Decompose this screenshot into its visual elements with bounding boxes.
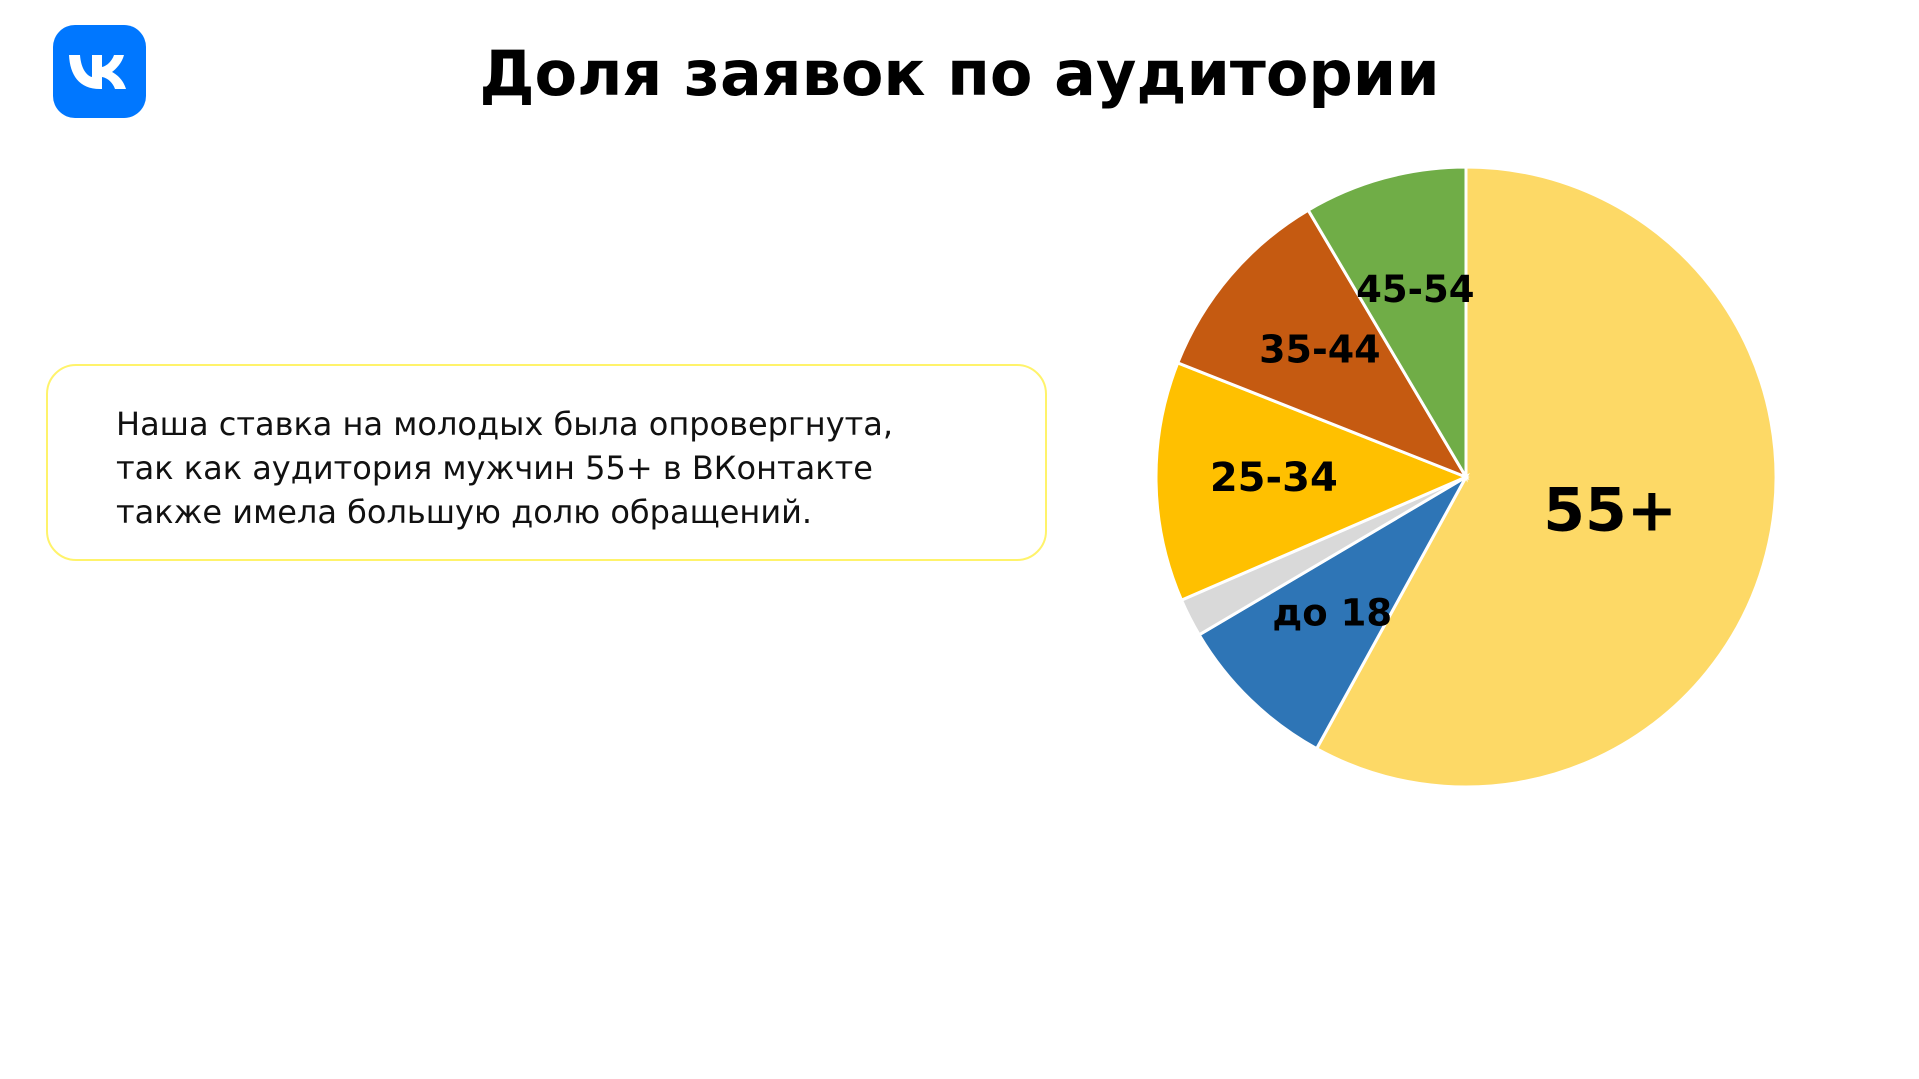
pie-slice <box>1154 360 1470 603</box>
pie-slice <box>1197 472 1470 751</box>
callout-line: Наша ставка на молодых была опровергнута… <box>116 405 894 443</box>
slide-title: Доля заявок по аудитории <box>479 37 1440 110</box>
callout-line: так как аудитория мужчин 55+ в ВКонтакте <box>116 449 873 487</box>
slice-label: 55+ <box>1543 476 1677 546</box>
pie-slice <box>1314 165 1778 789</box>
pie-slice <box>1175 208 1470 481</box>
slice-label: 45-54 <box>1356 268 1474 311</box>
slice-label: 35-44 <box>1259 328 1381 372</box>
callout-line: также имела большую долю обращений. <box>116 493 813 531</box>
slice-label: 25-34 <box>1210 455 1338 501</box>
slice-label: до 18 <box>1272 592 1392 635</box>
callout-box: Наша ставка на молодых была опровергнута… <box>46 364 1047 561</box>
logo-mark <box>69 55 126 89</box>
vk-logo <box>53 25 146 118</box>
pie-slice <box>1306 165 1468 483</box>
